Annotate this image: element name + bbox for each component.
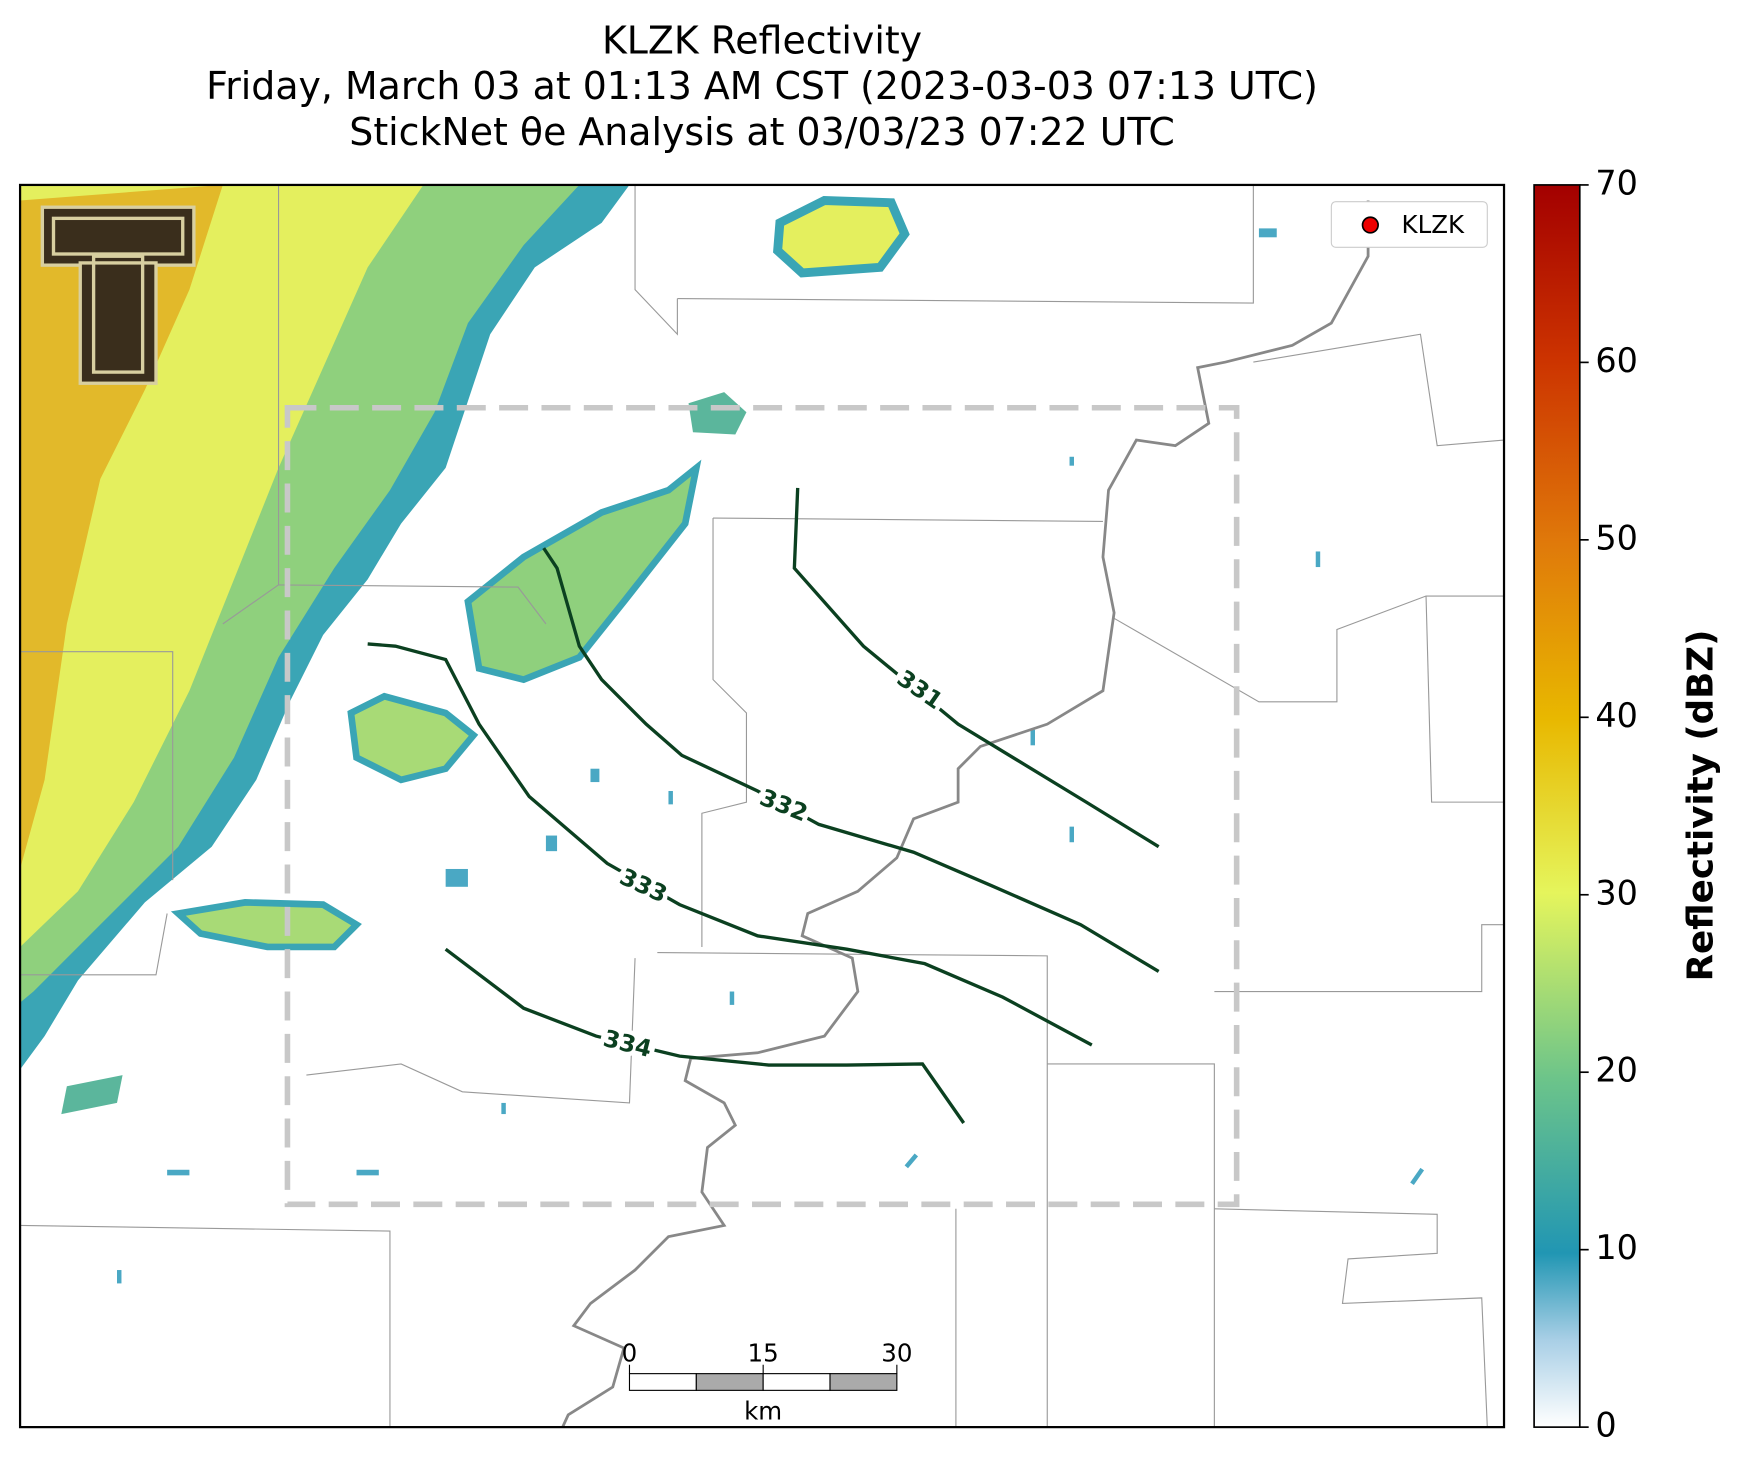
colorbar-tick-label: 50	[1595, 518, 1638, 557]
theta-e-contour	[444, 947, 966, 1124]
contour-label: 334	[601, 1024, 655, 1063]
colorbar-tick-label: 40	[1595, 696, 1638, 735]
colorbar-tick-label: 10	[1595, 1228, 1638, 1267]
colorbar-tick-label: 20	[1595, 1051, 1638, 1090]
colorbar-tick-label: 30	[1595, 873, 1638, 912]
colorbar-tick-label: 0	[1595, 1406, 1616, 1445]
scale-segment	[695, 1373, 764, 1391]
scale-tick-label: 15	[748, 1338, 779, 1367]
analysis-box	[284, 404, 1240, 1208]
title-line: StickNet θe Analysis at 03/03/23 07:22 U…	[349, 110, 1174, 154]
colorbar-ticks: 0 10 20 30 40 50 60 70	[1579, 163, 1638, 1445]
colorbar-tick-label: 60	[1595, 341, 1638, 380]
county-lines	[20, 184, 1505, 1428]
theta-e-contour	[542, 547, 1160, 973]
echo-gold	[20, 184, 223, 869]
scale-tick-label: 0	[622, 1338, 638, 1367]
legend-label: KLZK	[1402, 210, 1465, 239]
colorbar	[1533, 184, 1581, 1428]
scale-segment	[829, 1373, 898, 1391]
echo-blob	[170, 899, 362, 951]
logo	[40, 205, 196, 385]
map-frame	[18, 183, 1506, 1429]
contour-label: 333	[615, 862, 671, 908]
echo-band	[464, 459, 702, 684]
echo-blob	[61, 1075, 123, 1115]
title-line: KLZK Reflectivity	[602, 18, 922, 62]
colorbar-label: Reflectivity (dBZ)	[1680, 630, 1721, 982]
echo-blob	[347, 692, 479, 784]
radar-site-marker	[1361, 216, 1379, 234]
speckles	[117, 228, 1425, 1284]
river	[561, 200, 1370, 1428]
scale-bar: 0 15 30 km	[622, 1338, 913, 1425]
colorbar-tick-label: 70	[1595, 163, 1638, 202]
title-line: Friday, March 03 at 01:13 AM CST (2023-0…	[206, 64, 1318, 108]
legend: KLZK	[1330, 201, 1488, 248]
echo-blob	[688, 392, 747, 435]
scale-segment	[762, 1373, 831, 1391]
contour-label: 332	[756, 783, 812, 827]
scale-tick-label: 30	[881, 1338, 912, 1367]
scale-unit: km	[744, 1396, 782, 1425]
echo-blob	[773, 196, 910, 278]
theta-e-contour	[792, 487, 1160, 849]
theta-e-contour	[367, 642, 1093, 1047]
scale-segment	[628, 1373, 697, 1391]
legend-box	[1330, 201, 1488, 248]
